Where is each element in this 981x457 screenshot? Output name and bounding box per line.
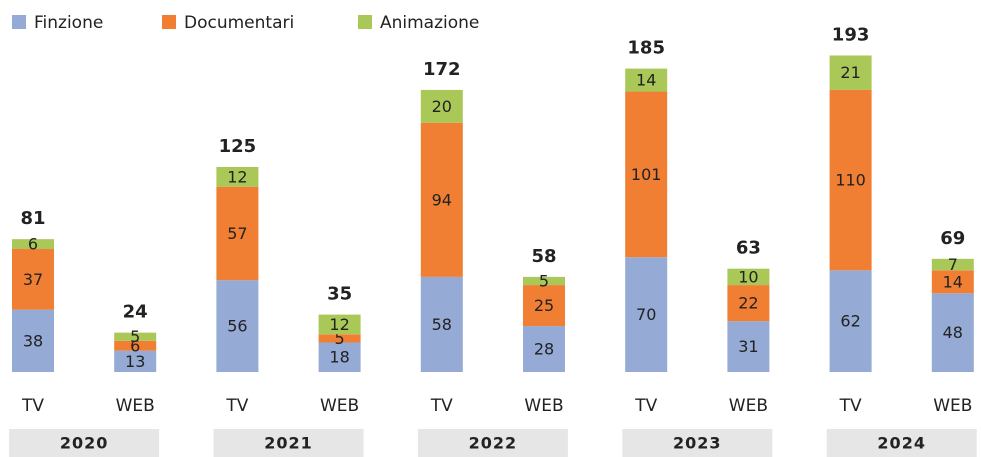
- total-label: 58: [531, 246, 556, 267]
- total-label: 63: [736, 238, 761, 259]
- x-tick-label: WEB: [116, 396, 155, 416]
- segment-label: 58: [432, 315, 452, 334]
- bar-segment: [318, 314, 361, 335]
- segment-label: 20: [432, 97, 452, 116]
- group-label: 2020: [60, 434, 109, 453]
- segment-label: 21: [840, 63, 860, 82]
- bar-segment: [318, 334, 361, 343]
- legend-label: Documentari: [184, 13, 294, 33]
- legend-swatch: [358, 15, 372, 29]
- group-box: [826, 429, 977, 457]
- segment-label: 13: [125, 352, 145, 371]
- segment-label: 6: [130, 336, 140, 355]
- group-label: 2021: [264, 434, 313, 453]
- x-tick-label: TV: [430, 396, 453, 416]
- bar-segment: [12, 309, 54, 372]
- segment-label: 37: [23, 270, 43, 289]
- x-tick-label: TV: [839, 396, 862, 416]
- total-label: 69: [940, 228, 965, 249]
- segment-label: 38: [23, 331, 43, 350]
- legend-swatch: [12, 15, 26, 29]
- total-label: 35: [327, 284, 352, 305]
- total-label: 125: [219, 136, 257, 157]
- bar-segment: [420, 89, 463, 123]
- group-box: [622, 429, 773, 457]
- segment-label: 28: [534, 340, 554, 359]
- bar-segment: [216, 167, 259, 187]
- x-tick-label: WEB: [524, 396, 563, 416]
- segment-label: 22: [738, 294, 758, 313]
- bar-segment: [829, 270, 872, 372]
- segment-label: 14: [943, 272, 963, 291]
- bar-segment: [114, 340, 157, 351]
- x-tick-label: TV: [634, 396, 657, 416]
- segment-label: 5: [539, 271, 549, 290]
- bar-segment: [114, 332, 157, 341]
- bar-segment: [216, 280, 259, 372]
- segment-label: 12: [227, 167, 247, 186]
- legend-label: Animazione: [380, 13, 479, 33]
- total-label: 81: [20, 208, 45, 229]
- segment-label: 101: [631, 165, 662, 184]
- bar-segment: [727, 268, 770, 286]
- bar-segment: [12, 249, 54, 310]
- segment-label: 18: [329, 348, 349, 367]
- x-tick-label: WEB: [320, 396, 359, 416]
- segment-label: 94: [432, 190, 452, 209]
- group-label: 2023: [673, 434, 722, 453]
- total-label: 172: [423, 59, 461, 80]
- segment-label: 14: [636, 71, 656, 90]
- group-box: [417, 429, 568, 457]
- total-label: 185: [627, 38, 665, 59]
- segment-label: 48: [943, 323, 963, 342]
- legend-label: Finzione: [34, 13, 103, 33]
- segment-label: 56: [227, 317, 247, 336]
- bar-segment: [829, 89, 872, 271]
- bar-segment: [931, 293, 974, 372]
- x-tick-label: TV: [225, 396, 248, 416]
- bar-segment: [523, 276, 565, 286]
- segment-label: 5: [335, 329, 345, 348]
- group-label: 2022: [469, 434, 518, 453]
- group-box: [9, 429, 160, 457]
- group-box: [213, 429, 364, 457]
- bar-segment: [931, 258, 974, 271]
- bar-segment: [318, 342, 361, 372]
- bar-segment: [625, 91, 668, 258]
- bar-segment: [420, 122, 463, 277]
- bar-segment: [727, 321, 770, 372]
- segment-label: 6: [28, 235, 38, 254]
- bar-segment: [216, 186, 259, 281]
- bar-segment: [523, 285, 565, 327]
- total-label: 24: [123, 302, 148, 323]
- segment-label: 31: [738, 337, 758, 356]
- segment-label: 10: [738, 267, 758, 286]
- total-label: 193: [832, 24, 870, 45]
- bar-segment: [829, 55, 872, 90]
- x-tick-label: WEB: [933, 396, 972, 416]
- x-tick-label: TV: [21, 396, 44, 416]
- bar-segment: [727, 285, 770, 322]
- bar-segment: [625, 257, 668, 372]
- bar-segment: [523, 326, 565, 372]
- segment-label: 110: [835, 171, 866, 190]
- segment-label: 12: [329, 315, 349, 334]
- segment-label: 57: [227, 224, 247, 243]
- segment-label: 25: [534, 296, 554, 315]
- bar-segment: [114, 350, 157, 372]
- segment-label: 70: [636, 305, 656, 324]
- bar-segment: [625, 68, 668, 92]
- segment-label: 62: [840, 312, 860, 331]
- bar-segment: [420, 276, 463, 372]
- x-tick-label: WEB: [729, 396, 768, 416]
- bar-segment: [12, 239, 54, 249]
- segment-label: 7: [948, 255, 958, 274]
- bar-segment: [931, 270, 974, 294]
- segment-label: 5: [130, 327, 140, 346]
- legend-swatch: [162, 15, 176, 29]
- group-label: 2024: [877, 434, 926, 453]
